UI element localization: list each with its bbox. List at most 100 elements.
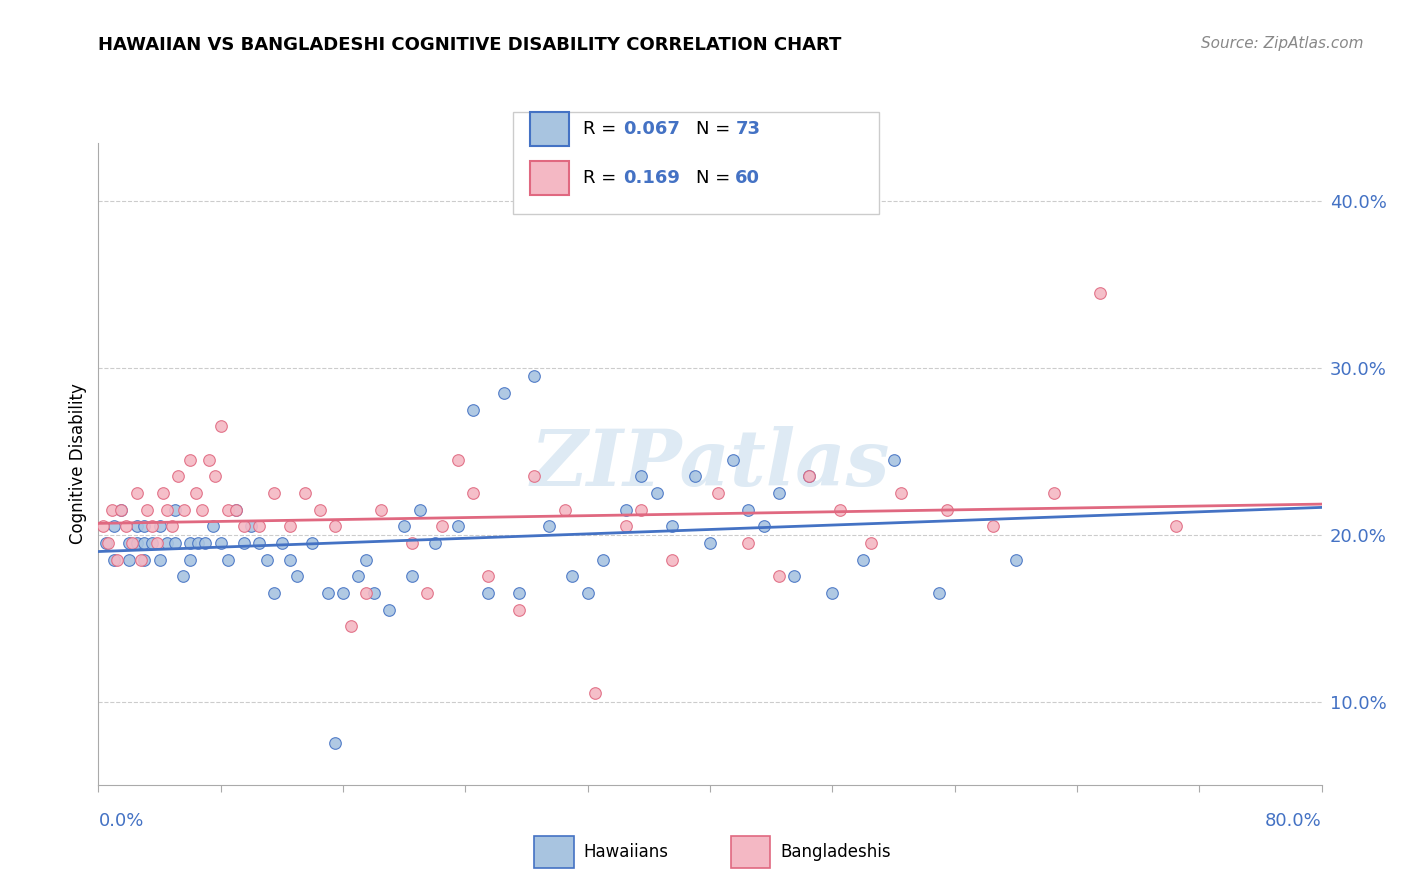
- Point: [179, 536, 201, 550]
- Point: [401, 536, 423, 550]
- Point: [118, 553, 141, 567]
- Point: [217, 502, 239, 516]
- Point: [461, 402, 484, 417]
- Point: [316, 586, 339, 600]
- Point: [125, 519, 148, 533]
- Point: [136, 502, 159, 516]
- Point: [661, 553, 683, 567]
- Point: [101, 502, 124, 516]
- Point: [1004, 553, 1026, 567]
- Point: [103, 519, 125, 533]
- Point: [179, 553, 201, 567]
- Point: [325, 736, 347, 750]
- Point: [191, 502, 214, 516]
- Text: R =: R =: [583, 169, 623, 187]
- Point: [1166, 519, 1188, 533]
- Text: 0.067: 0.067: [623, 120, 679, 138]
- Point: [492, 386, 515, 401]
- Point: [1088, 285, 1111, 300]
- Point: [225, 502, 247, 516]
- Point: [309, 502, 332, 516]
- Point: [156, 536, 179, 550]
- Text: 60: 60: [735, 169, 761, 187]
- Point: [347, 569, 370, 583]
- Point: [752, 519, 775, 533]
- Text: N =: N =: [696, 169, 735, 187]
- Text: 80.0%: 80.0%: [1265, 812, 1322, 830]
- Point: [152, 486, 174, 500]
- Point: [270, 536, 292, 550]
- Point: [115, 519, 138, 533]
- Point: [645, 486, 668, 500]
- Point: [202, 519, 225, 533]
- Point: [172, 569, 194, 583]
- Point: [134, 536, 156, 550]
- Point: [105, 553, 128, 567]
- Point: [783, 569, 806, 583]
- Point: [852, 553, 875, 567]
- Point: [737, 502, 759, 516]
- Text: 0.169: 0.169: [623, 169, 679, 187]
- Point: [209, 419, 232, 434]
- Point: [156, 502, 179, 516]
- Point: [294, 486, 316, 500]
- Point: [1043, 486, 1066, 500]
- Point: [194, 536, 217, 550]
- Point: [225, 502, 247, 516]
- Point: [247, 519, 270, 533]
- Point: [561, 569, 583, 583]
- Point: [936, 502, 959, 516]
- Point: [173, 502, 195, 516]
- Point: [981, 519, 1004, 533]
- Point: [285, 569, 308, 583]
- Point: [370, 502, 392, 516]
- Point: [129, 553, 152, 567]
- Point: [706, 486, 728, 500]
- Point: [630, 469, 652, 483]
- Point: [160, 519, 183, 533]
- Point: [859, 536, 882, 550]
- Point: [167, 469, 190, 483]
- Point: [461, 486, 484, 500]
- Point: [768, 486, 790, 500]
- Point: [408, 502, 430, 516]
- Point: [354, 586, 377, 600]
- Point: [141, 536, 163, 550]
- Point: [339, 619, 361, 633]
- Point: [554, 502, 576, 516]
- Point: [247, 536, 270, 550]
- Point: [217, 553, 239, 567]
- Point: [432, 519, 454, 533]
- Text: ZIPatlas: ZIPatlas: [530, 425, 890, 502]
- Point: [538, 519, 561, 533]
- Point: [378, 603, 401, 617]
- Point: [141, 519, 163, 533]
- Point: [423, 536, 446, 550]
- Point: [614, 519, 637, 533]
- Point: [614, 502, 637, 516]
- Point: [447, 519, 470, 533]
- Point: [799, 469, 821, 483]
- Point: [477, 569, 499, 583]
- Point: [110, 502, 132, 516]
- Point: [301, 536, 323, 550]
- Point: [179, 452, 201, 467]
- Point: [163, 502, 186, 516]
- Point: [828, 502, 851, 516]
- Point: [354, 553, 377, 567]
- Point: [890, 486, 912, 500]
- Point: [523, 469, 546, 483]
- Point: [523, 369, 546, 384]
- Y-axis label: Cognitive Disability: Cognitive Disability: [69, 384, 87, 544]
- Point: [145, 536, 167, 550]
- Point: [721, 452, 744, 467]
- Point: [583, 686, 606, 700]
- Text: Bangladeshis: Bangladeshis: [780, 843, 891, 861]
- Point: [576, 586, 599, 600]
- Point: [186, 486, 208, 500]
- Point: [240, 519, 263, 533]
- Point: [683, 469, 706, 483]
- Text: 0.0%: 0.0%: [98, 812, 143, 830]
- Point: [209, 536, 232, 550]
- Point: [187, 536, 209, 550]
